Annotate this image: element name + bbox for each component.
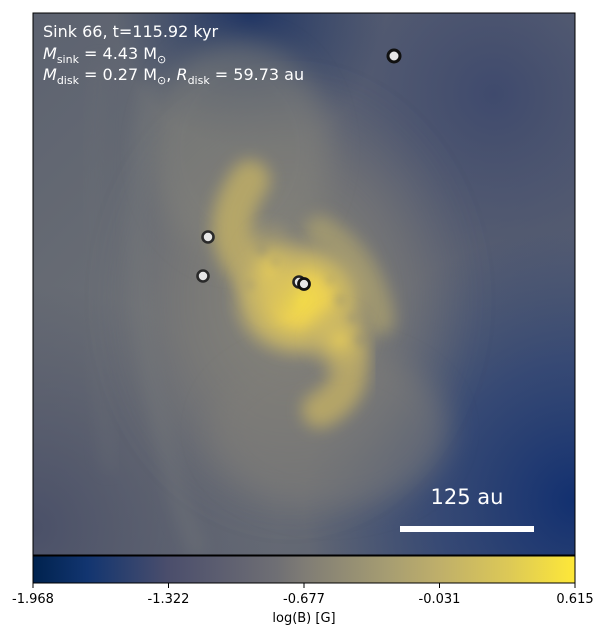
colorbar-tick-label: 0.615 [556,592,593,607]
map-frame [32,12,576,556]
scalebar [400,526,534,532]
sink-marker [386,48,402,64]
sink-markers [196,48,402,291]
colorbar-ticks [32,583,576,588]
colorbar-tick-label: -0.677 [283,592,325,607]
sink-marker [297,277,311,291]
colorbar-label: log(B) [G] [272,611,335,626]
scalebar-label: 125 au [431,485,504,509]
sink-marker [196,269,210,283]
colorbar-tick-label: -1.968 [12,592,54,607]
sink-marker [201,230,215,244]
sink-mass-label: Msink = 4.43 M⊙ [43,44,166,66]
colorbar [32,555,576,584]
sink-time-label: Sink 66, t=115.92 kyr [43,22,219,41]
colorbar-tick-label: -1.322 [148,592,190,607]
colorbar-tick-label: -0.031 [419,592,461,607]
disk-properties-label: Mdisk = 0.27 M⊙, Rdisk = 59.73 au [43,65,304,87]
